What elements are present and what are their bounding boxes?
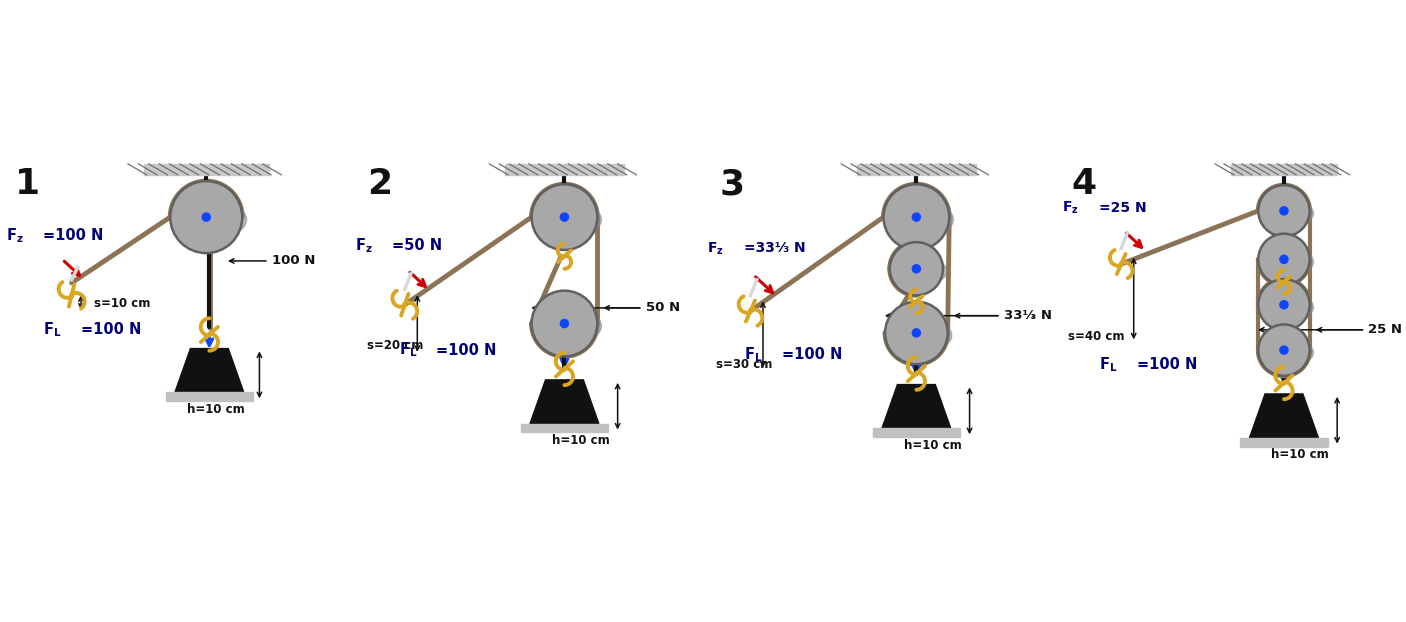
Text: s=40 cm: s=40 cm xyxy=(1069,330,1125,343)
Text: =100 N: =100 N xyxy=(436,343,496,358)
Ellipse shape xyxy=(533,202,602,238)
Polygon shape xyxy=(166,392,253,401)
Ellipse shape xyxy=(1260,199,1313,228)
Ellipse shape xyxy=(1260,293,1313,322)
Text: $\mathbf{F_z}$: $\mathbf{F_z}$ xyxy=(707,240,724,257)
Ellipse shape xyxy=(1260,248,1313,276)
Circle shape xyxy=(561,320,568,328)
Text: $\mathbf{F_z}$: $\mathbf{F_z}$ xyxy=(1062,200,1078,216)
Circle shape xyxy=(1279,207,1288,215)
Ellipse shape xyxy=(884,202,953,238)
Circle shape xyxy=(1258,185,1309,236)
Bar xyxy=(143,164,269,175)
Circle shape xyxy=(883,184,949,250)
Text: $\mathbf{F_L}$: $\mathbf{F_L}$ xyxy=(1099,355,1118,374)
Circle shape xyxy=(890,242,943,295)
Circle shape xyxy=(884,302,948,364)
Text: =100 N: =100 N xyxy=(782,347,842,363)
Text: s=20 cm: s=20 cm xyxy=(367,339,423,352)
Circle shape xyxy=(531,290,598,356)
Text: =25 N: =25 N xyxy=(1099,201,1147,215)
Bar xyxy=(505,164,624,175)
Text: 50 N: 50 N xyxy=(645,302,681,314)
Text: =100 N: =100 N xyxy=(1137,356,1198,372)
Ellipse shape xyxy=(1260,338,1313,367)
Text: $\mathbf{F_z}$: $\mathbf{F_z}$ xyxy=(6,226,24,245)
Circle shape xyxy=(912,265,921,273)
Text: 100 N: 100 N xyxy=(271,254,315,267)
Text: =33⅓ N: =33⅓ N xyxy=(744,241,806,256)
Ellipse shape xyxy=(886,318,952,353)
Text: $\mathbf{F_L}$: $\mathbf{F_L}$ xyxy=(398,341,418,360)
Circle shape xyxy=(1258,325,1309,376)
Circle shape xyxy=(170,181,242,253)
Circle shape xyxy=(1258,234,1309,285)
Circle shape xyxy=(531,184,598,250)
Circle shape xyxy=(912,213,921,221)
Circle shape xyxy=(1279,300,1288,309)
Text: $\mathbf{F_z}$: $\mathbf{F_z}$ xyxy=(354,236,373,254)
Ellipse shape xyxy=(891,257,946,286)
Text: s=10 cm: s=10 cm xyxy=(94,297,150,310)
Text: $\mathbf{F_L}$: $\mathbf{F_L}$ xyxy=(744,345,762,364)
Text: h=10 cm: h=10 cm xyxy=(904,439,962,452)
Text: 25 N: 25 N xyxy=(1368,323,1402,337)
Ellipse shape xyxy=(533,308,602,344)
Ellipse shape xyxy=(172,200,246,239)
Polygon shape xyxy=(1240,438,1327,447)
Circle shape xyxy=(202,213,211,221)
Circle shape xyxy=(912,329,921,337)
Text: $\mathbf{F_L}$: $\mathbf{F_L}$ xyxy=(44,320,62,339)
Text: 4: 4 xyxy=(1071,167,1097,201)
Text: s=30 cm: s=30 cm xyxy=(716,358,772,371)
Polygon shape xyxy=(174,348,243,392)
Polygon shape xyxy=(882,384,950,429)
Text: h=10 cm: h=10 cm xyxy=(553,434,610,447)
Text: 2: 2 xyxy=(367,167,392,201)
Text: h=10 cm: h=10 cm xyxy=(187,403,245,416)
Circle shape xyxy=(561,213,568,221)
Circle shape xyxy=(1279,346,1288,354)
Bar xyxy=(856,164,976,175)
Polygon shape xyxy=(520,424,609,432)
Circle shape xyxy=(1258,279,1309,330)
Text: h=10 cm: h=10 cm xyxy=(1271,448,1329,462)
Text: 1: 1 xyxy=(15,167,41,201)
Bar xyxy=(1230,164,1337,175)
Polygon shape xyxy=(1250,394,1319,438)
Text: =50 N: =50 N xyxy=(392,238,443,253)
Circle shape xyxy=(1279,255,1288,264)
Text: 33⅓ N: 33⅓ N xyxy=(1004,309,1052,322)
Polygon shape xyxy=(873,429,960,437)
Polygon shape xyxy=(530,380,599,424)
Text: =100 N: =100 N xyxy=(82,322,142,337)
Text: =100 N: =100 N xyxy=(44,228,104,243)
Text: 3: 3 xyxy=(720,167,744,201)
